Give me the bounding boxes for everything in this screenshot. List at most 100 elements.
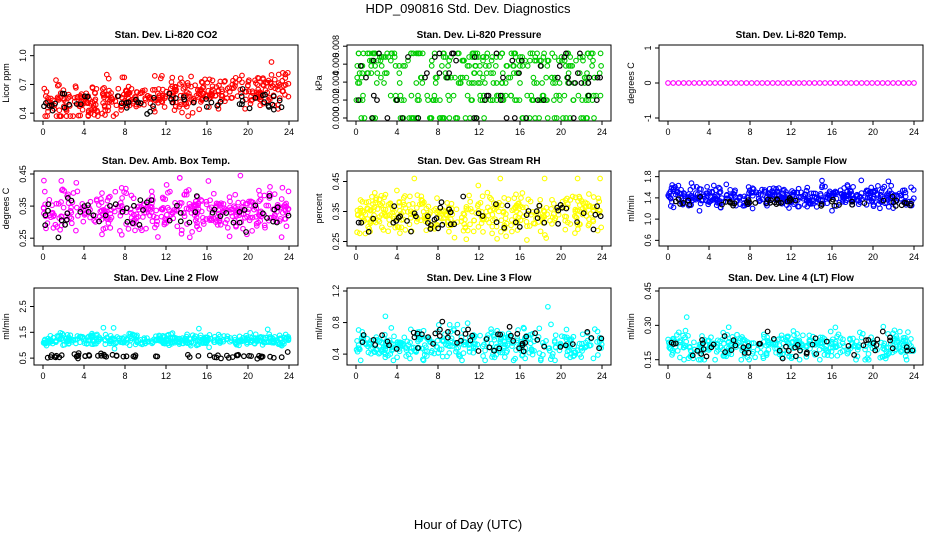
data-point [531,80,537,86]
data-point [253,80,259,86]
reference-point [278,354,285,361]
data-point [738,80,745,86]
data-point [355,50,362,57]
x-tick-label: 16 [202,127,212,137]
data-point [437,97,443,103]
data-point [898,349,904,355]
data-point [848,188,854,195]
reference-point [49,107,56,114]
data-point [773,341,779,348]
data-point [208,89,215,95]
data-point [242,105,248,112]
reference-point [557,344,564,350]
data-point [392,63,399,69]
reference-point [45,201,52,208]
data-point [252,331,259,338]
data-point [454,321,461,328]
data-point [698,356,704,363]
data-point [464,320,471,326]
data-point [219,93,226,99]
data-point [233,341,240,348]
data-point [670,184,677,191]
data-point [549,220,555,227]
x-tick-label: 16 [515,252,525,262]
data-point [433,97,439,103]
data-point [540,54,547,60]
data-point [45,335,51,342]
reference-point [541,219,548,226]
reference-point [574,219,580,226]
data-point [253,223,260,229]
reference-point [506,323,513,330]
reference-point [557,201,564,208]
reference-point [252,202,259,209]
data-point [354,348,361,355]
data-point [233,223,239,230]
data-point [778,332,785,339]
data-point [704,198,710,204]
y-tick-label: 0.35 [18,197,28,215]
data-point [494,92,500,99]
data-point [98,199,105,206]
reference-point [556,63,563,69]
data-point [855,344,862,350]
reference-point [59,90,66,97]
reference-point [572,80,578,86]
data-point [674,189,680,196]
reference-point [467,337,474,344]
data-point [741,337,748,344]
reference-point [861,200,868,207]
data-point [780,188,787,194]
x-tick-label: 16 [202,252,212,262]
data-point [149,218,156,225]
y-tick-label: 0.25 [18,229,28,247]
data-point [42,113,49,119]
data-point [879,185,886,192]
data-point [695,356,702,363]
data-point [890,342,896,349]
data-point [191,212,198,218]
data-point [776,185,782,191]
data-point [77,112,84,119]
data-point [104,197,111,204]
data-point [705,337,711,344]
reference-point [186,219,193,226]
data-point [681,342,688,349]
data-point [141,335,148,341]
data-point [397,230,403,236]
data-point [405,351,412,358]
data-point [561,334,568,340]
data-point [491,336,498,343]
reference-point [223,210,230,216]
data-point [67,113,74,119]
data-point [674,332,680,338]
data-point [488,70,494,76]
y-tick-label: 0.30 [643,317,653,335]
x-tick-label: 12 [786,252,796,262]
reference-point [241,206,248,213]
data-point [407,326,414,333]
x-tick-label: 8 [122,127,127,137]
data-point [696,80,703,86]
data-point [266,339,272,345]
data-point [192,333,199,340]
data-point [566,63,572,69]
data-point [479,343,486,350]
panel-title: Stan. Dev. Line 2 Flow [114,273,219,284]
data-point [130,211,137,218]
data-point [556,347,563,354]
reference-point [193,193,200,200]
data-point [279,184,286,191]
data-point [105,220,112,226]
data-point [902,193,909,200]
reference-point [803,350,810,357]
data-point [159,99,166,105]
data-point [887,198,894,205]
data-point [396,70,403,76]
data-point [400,341,406,347]
x-tick-label: 0 [40,252,45,262]
data-point [466,345,473,352]
data-point [480,54,487,60]
data-point [717,185,723,192]
data-point [492,216,498,223]
